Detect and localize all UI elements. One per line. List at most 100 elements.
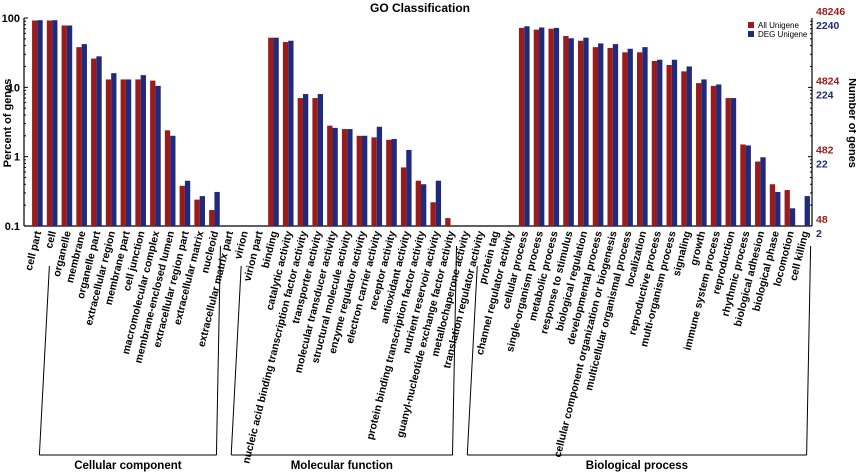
bar-all-unigene [755, 161, 761, 226]
bar-all-unigene [681, 71, 687, 226]
bar-deg-unigene [170, 135, 176, 226]
bar-deg-unigene [745, 145, 751, 226]
bar-all-unigene [135, 79, 141, 226]
group-label: Molecular function [291, 460, 393, 472]
bar-all-unigene [120, 79, 126, 226]
bar-all-unigene [696, 83, 702, 227]
bar-all-unigene [91, 58, 97, 227]
bar-deg-unigene [288, 40, 294, 227]
bar-deg-unigene [37, 20, 43, 227]
y-tick-label-right-all: 4824 [816, 75, 840, 87]
bar-deg-unigene [642, 47, 648, 226]
y-tick-label-left: 100 [2, 13, 20, 25]
bar-all-unigene [164, 130, 171, 226]
bar-deg-unigene [347, 129, 353, 226]
bar-deg-unigene [361, 135, 368, 226]
bar-all-unigene [740, 144, 746, 226]
group-bracket-right [215, 245, 221, 456]
bar-deg-unigene [598, 43, 604, 226]
y-tick-label-right-deg: 224 [816, 89, 834, 101]
bar-all-unigene [430, 202, 436, 226]
legend-swatch-deg [748, 31, 754, 37]
category-label: cell part [23, 229, 45, 271]
bar-all-unigene [76, 47, 82, 226]
bar-all-unigene [607, 47, 613, 226]
bar-all-unigene [312, 98, 318, 226]
bar-deg-unigene [199, 196, 205, 226]
group-bracket-right [806, 245, 812, 456]
bar-deg-unigene [125, 79, 132, 226]
bar-all-unigene [533, 29, 540, 226]
bar-all-unigene [341, 129, 348, 226]
bar-all-unigene [297, 98, 303, 226]
y-tick-label-right-deg: 2240 [816, 20, 840, 32]
bar-all-unigene [518, 27, 525, 226]
bar-all-unigene [400, 167, 407, 226]
bar-deg-unigene [701, 79, 707, 226]
y-tick-label-left: 1 [14, 152, 20, 164]
bar-deg-unigene [421, 184, 427, 226]
y-tick-label-left: 10 [8, 82, 20, 94]
bar-deg-unigene [302, 94, 309, 226]
bar-all-unigene [622, 52, 628, 226]
group-bracket-left [466, 265, 478, 456]
bar-deg-unigene [583, 37, 589, 227]
y-tick-label-right-deg: 2 [816, 228, 822, 240]
bar-all-unigene [563, 36, 569, 226]
bar-all-unigene [179, 185, 185, 226]
bar-deg-unigene [760, 157, 766, 226]
legend-label-deg: DEG Unigene [758, 30, 808, 39]
group-bracket-right [452, 245, 458, 456]
bar-deg-unigene [332, 127, 338, 226]
bar-deg-unigene [775, 191, 781, 226]
bar-deg-unigene [391, 138, 397, 226]
bar-all-unigene [386, 139, 392, 226]
bar-deg-unigene [184, 180, 191, 226]
bar-all-unigene [666, 64, 672, 226]
bar-all-unigene [327, 125, 333, 226]
category-label: cell [43, 230, 59, 250]
bar-all-unigene [725, 98, 731, 226]
y-tick-label-right-deg: 22 [816, 159, 828, 171]
bar-deg-unigene [657, 59, 663, 226]
bar-deg-unigene [155, 85, 161, 226]
bar-deg-unigene [214, 191, 220, 226]
bar-all-unigene [356, 135, 362, 226]
bar-deg-unigene [435, 180, 442, 226]
bar-all-unigene [445, 218, 451, 226]
group-bracket-left [230, 265, 242, 456]
bar-deg-unigene [96, 56, 102, 226]
y-axis-label-left: Percent of genes [2, 79, 14, 168]
bar-deg-unigene [686, 66, 692, 227]
y-tick-label-right-all: 48 [816, 214, 828, 226]
bar-all-unigene [282, 42, 289, 227]
bar-deg-unigene [716, 84, 722, 226]
bar-deg-unigene [671, 59, 678, 226]
chart-title: GO Classification [370, 1, 470, 15]
bar-deg-unigene [66, 25, 73, 226]
y-tick-label-right-all: 48246 [816, 6, 845, 18]
bar-all-unigene [548, 28, 554, 227]
bar-deg-unigene [524, 26, 530, 226]
bar-all-unigene [46, 20, 53, 226]
bar-all-unigene [268, 37, 274, 227]
bar-all-unigene [710, 85, 717, 226]
bar-deg-unigene [789, 208, 796, 226]
bar-deg-unigene [81, 44, 87, 226]
bar-all-unigene [150, 80, 156, 226]
bar-deg-unigene [52, 20, 58, 227]
bar-deg-unigene [111, 73, 117, 226]
bar-all-unigene [209, 210, 215, 226]
group-label: Cellular component [74, 460, 182, 472]
y-axis-label-right: Number of genes [846, 78, 856, 168]
bar-deg-unigene [804, 196, 810, 226]
bar-all-unigene [61, 25, 67, 226]
legend-label-all: All Unigene [758, 21, 799, 30]
bar-all-unigene [769, 184, 776, 226]
bar-deg-unigene [568, 38, 574, 227]
legend-swatch-all [748, 22, 754, 28]
bar-all-unigene [371, 137, 377, 226]
bar-deg-unigene [612, 44, 619, 226]
bar-deg-unigene [273, 37, 279, 227]
